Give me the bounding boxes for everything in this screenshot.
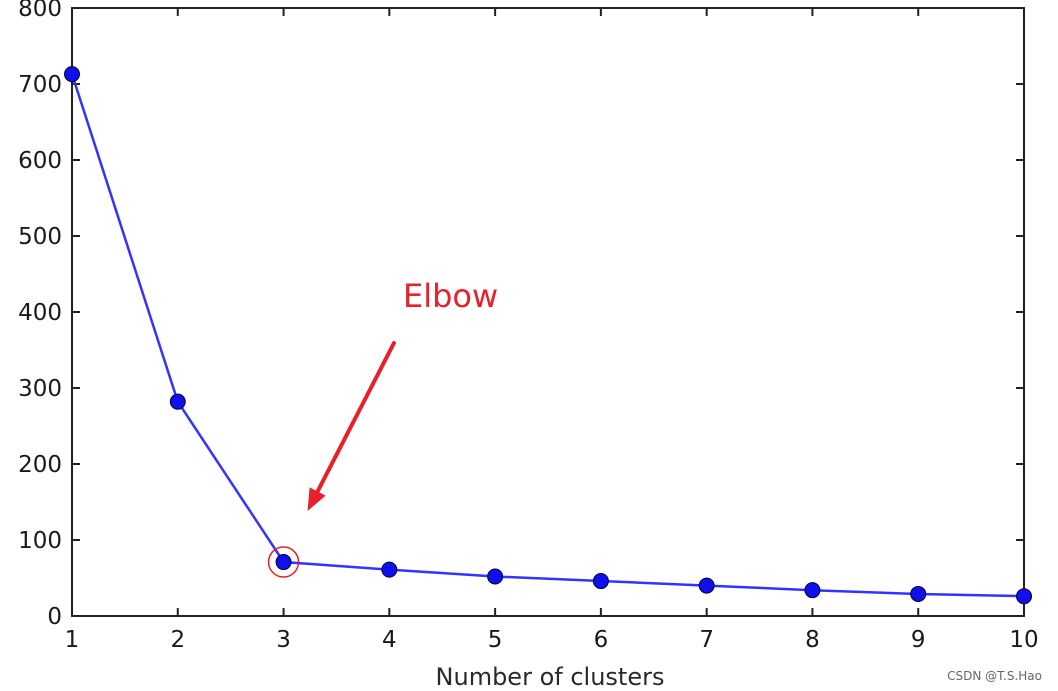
y-tick-label: 0 (47, 604, 62, 630)
data-point (592, 573, 609, 590)
x-tick-label: 3 (276, 627, 291, 653)
series-line (70, 73, 1025, 598)
x-tick-label: 2 (170, 627, 185, 653)
y-tick-label: 500 (18, 224, 62, 250)
plot-area (71, 7, 1025, 617)
x-tick-label: 9 (911, 627, 926, 653)
x-tick-label: 7 (699, 627, 714, 653)
data-point (381, 561, 398, 578)
elbow-annotation-label: Elbow (403, 277, 498, 315)
y-tick-label: 700 (18, 72, 62, 98)
y-tick-label: 100 (18, 528, 62, 554)
elbow-highlight-circle (267, 546, 300, 578)
x-tick-label: 5 (488, 627, 503, 653)
data-point (698, 577, 715, 594)
data-point (275, 554, 292, 571)
x-tick-label: 6 (594, 627, 609, 653)
data-point (487, 568, 504, 585)
y-axis: 0 100 200 300 400 500 600 700 800 (18, 0, 1024, 630)
y-tick-label: 300 (18, 376, 62, 402)
x-axis-title: Number of clusters (436, 663, 665, 691)
y-tick-label: 400 (18, 300, 62, 326)
data-point (169, 393, 186, 410)
x-tick-label: 8 (805, 627, 820, 653)
data-point (910, 585, 927, 602)
elbow-arrowhead (307, 487, 326, 512)
watermark: CSDN @T.S.Hao (947, 669, 1042, 683)
data-point (804, 582, 821, 599)
x-axis: 1 2 3 4 5 6 7 8 9 10 (65, 8, 1039, 653)
y-tick-label: 800 (18, 0, 62, 22)
x-tick-label: 10 (1009, 627, 1038, 653)
y-tick-label: 200 (18, 452, 62, 478)
y-tick-label: 600 (18, 148, 62, 174)
data-point (64, 66, 80, 83)
x-tick-label: 1 (65, 627, 80, 653)
data-point (1016, 588, 1032, 605)
elbow-arrow (315, 341, 396, 494)
x-tick-label: 4 (382, 627, 397, 653)
series-points (64, 66, 1032, 605)
